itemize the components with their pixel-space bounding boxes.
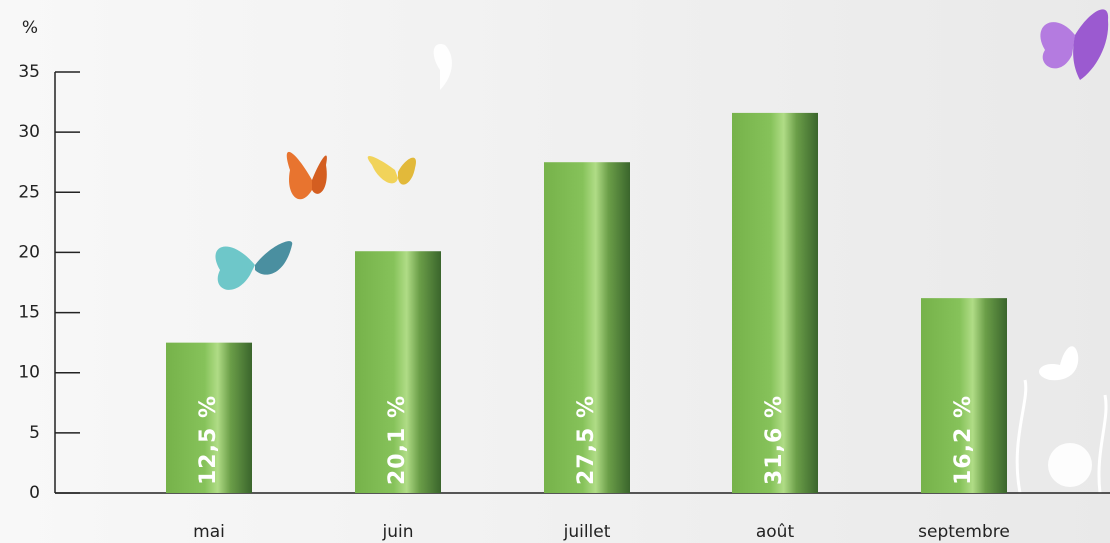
bar [355,251,441,493]
x-tick-label: juillet [563,522,611,542]
data-label: 16,2 % [951,395,976,485]
data-label: 20,1 % [385,395,410,485]
y-tick-label: 30 [18,122,40,142]
data-label: 31,6 % [762,395,787,485]
y-tick-label: 25 [18,182,40,202]
y-tick-label: 5 [29,423,40,443]
y-tick-label: 0 [29,483,40,503]
data-label: 27,5 % [574,395,599,485]
bar [732,112,818,493]
y-tick-label: 15 [18,303,40,323]
x-tick-label: août [756,522,795,542]
x-tick-label: septembre [918,522,1010,542]
bar [166,342,252,493]
y-axis-label: % [22,18,38,38]
bar [921,298,1007,493]
y-tick-label: 20 [18,242,40,262]
x-tick-label: juin [382,522,414,542]
decoration [215,9,1109,494]
y-tick-label: 10 [18,363,40,383]
y-tick-label: 35 [18,62,40,82]
bar [544,162,630,493]
x-tick-label: mai [193,522,225,542]
data-label: 12,5 % [196,395,221,485]
